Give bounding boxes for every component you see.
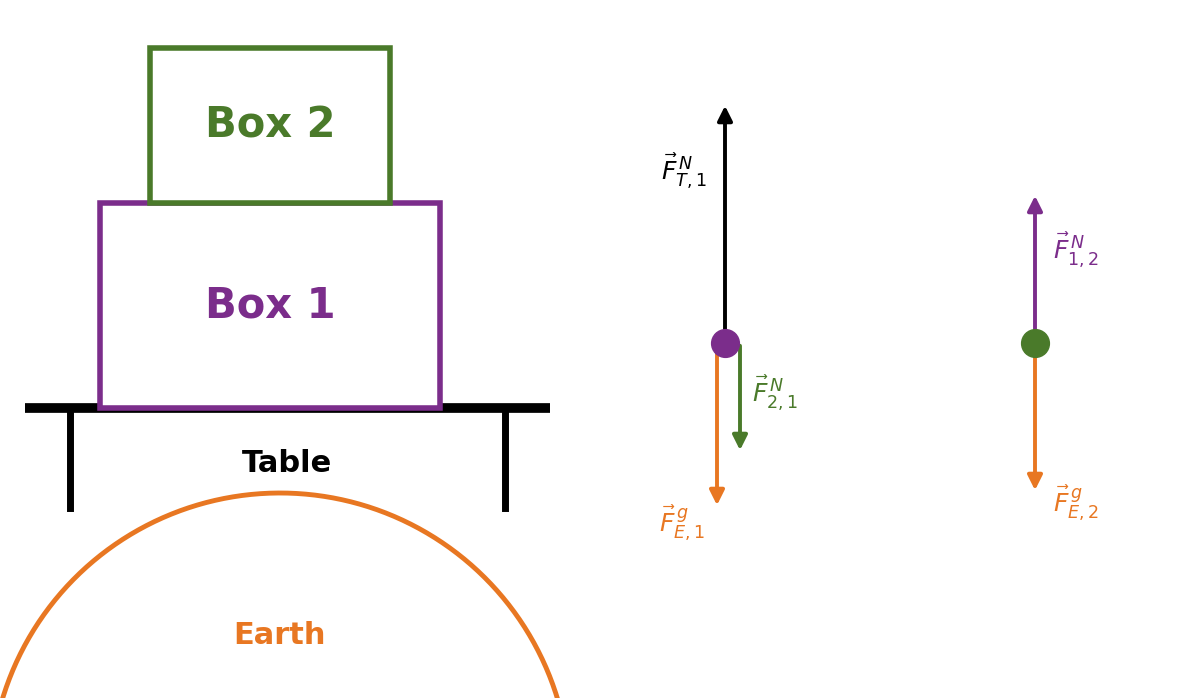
Text: $\vec{F}^{\,N}_{1,2}$: $\vec{F}^{\,N}_{1,2}$ xyxy=(1054,230,1099,269)
Text: Box 1: Box 1 xyxy=(205,285,335,327)
Bar xyxy=(100,203,440,408)
Text: Table: Table xyxy=(242,449,332,477)
Text: $\vec{F}^{\,N}_{T,1}$: $\vec{F}^{\,N}_{T,1}$ xyxy=(661,151,707,190)
Text: Earth: Earth xyxy=(234,621,326,651)
Text: $\vec{F}^{\,g}_{E,2}$: $\vec{F}^{\,g}_{E,2}$ xyxy=(1054,483,1099,522)
Text: $\vec{F}^{\,N}_{2,1}$: $\vec{F}^{\,N}_{2,1}$ xyxy=(752,373,798,412)
Text: Box 2: Box 2 xyxy=(205,105,335,147)
Text: $\vec{F}^{\,g}_{E,1}$: $\vec{F}^{\,g}_{E,1}$ xyxy=(659,503,706,542)
Bar xyxy=(150,48,390,203)
